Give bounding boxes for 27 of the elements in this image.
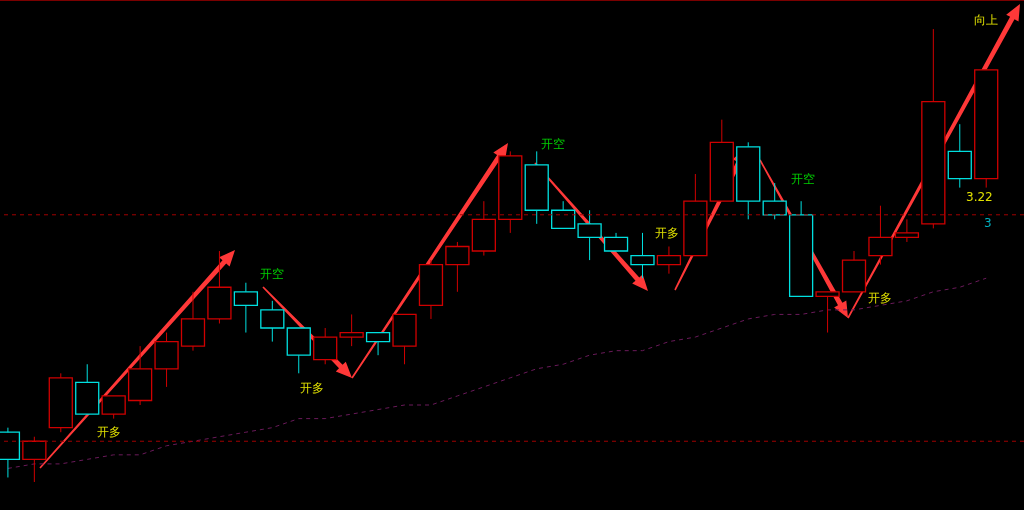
annotation: 开多 [655,225,679,242]
candlestick [894,218,920,243]
candlestick [630,232,655,279]
candlestick [656,245,682,275]
annotation: 3 [984,216,992,230]
candlestick [577,209,602,261]
candlestick [313,327,338,365]
annotation: 开空 [791,171,815,188]
candlestick [260,300,285,343]
candlestick [22,436,47,483]
candlestick [551,200,576,230]
candlestick [445,241,470,293]
candlestick [339,313,364,347]
candlestick [365,331,391,356]
candlestick [815,291,840,334]
candlestick [233,282,259,334]
annotation: 开空 [541,136,565,153]
candlestick [762,182,787,220]
annotation: 3.22 [966,190,993,204]
candlestick [603,232,629,252]
text: 向上 [974,12,998,29]
annotation: 开多 [97,424,121,441]
annotation: 开空 [260,266,284,283]
candlestick [101,395,126,420]
annotation: 开多 [300,380,324,397]
candlestick [868,205,893,266]
annotation: 开多 [868,290,892,307]
